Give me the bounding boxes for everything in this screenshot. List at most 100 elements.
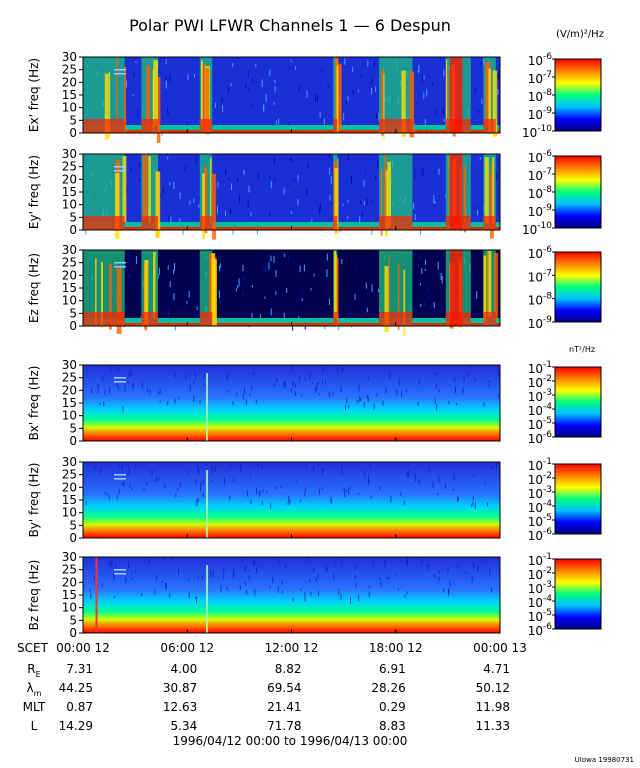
noise-speckle bbox=[228, 87, 230, 93]
marker-dash bbox=[114, 569, 126, 571]
emission-streak bbox=[116, 268, 122, 335]
noise-speckle bbox=[472, 501, 474, 507]
colorbar-tick-label: 10-6 bbox=[528, 622, 553, 638]
noise-speckle bbox=[376, 115, 378, 120]
noise-speckle bbox=[455, 386, 456, 393]
noise-speckle bbox=[245, 399, 247, 405]
noise-speckle bbox=[417, 402, 419, 406]
emission-streak bbox=[403, 269, 406, 336]
noise-speckle bbox=[470, 503, 472, 508]
emission-streak bbox=[397, 264, 400, 331]
noise-speckle bbox=[390, 495, 392, 503]
noise-speckle bbox=[232, 63, 234, 68]
noise-speckle bbox=[347, 216, 349, 219]
noise-speckle bbox=[177, 488, 179, 492]
noise-speckle bbox=[366, 307, 368, 313]
colorbar-tick-label: 10-8 bbox=[528, 185, 553, 201]
noise-speckle bbox=[188, 579, 190, 582]
colorbar-tick-label: 10-3 bbox=[528, 388, 552, 404]
spike-line bbox=[95, 557, 98, 633]
noise-speckle bbox=[274, 176, 276, 182]
noise-speckle bbox=[94, 464, 96, 470]
noise-speckle bbox=[318, 392, 320, 396]
noise-speckle bbox=[255, 399, 257, 404]
emission-streak bbox=[202, 173, 205, 240]
noise-speckle bbox=[143, 488, 145, 492]
noise-speckle bbox=[189, 200, 191, 205]
noise-speckle bbox=[432, 481, 434, 488]
noise-speckle bbox=[443, 118, 445, 122]
noise-speckle bbox=[497, 72, 499, 79]
colorbar-tick-label: 10-7 bbox=[528, 268, 552, 284]
noise-speckle bbox=[263, 104, 265, 112]
colorbar bbox=[554, 58, 602, 132]
noise-speckle bbox=[274, 86, 276, 92]
noise-speckle bbox=[252, 78, 254, 83]
noise-speckle bbox=[317, 573, 319, 579]
colorbar-tick-label: 10-3 bbox=[528, 485, 552, 501]
noise-speckle bbox=[195, 596, 197, 599]
noise-speckle bbox=[472, 495, 474, 501]
noise-speckle bbox=[220, 263, 222, 269]
noise-speckle bbox=[434, 397, 436, 405]
noise-speckle bbox=[376, 393, 378, 397]
noise-speckle bbox=[247, 71, 249, 77]
y-tick-label: 10 bbox=[62, 198, 77, 212]
noise-speckle bbox=[269, 175, 271, 178]
noise-speckle bbox=[365, 282, 367, 289]
noise-speckle bbox=[175, 322, 176, 331]
noise-speckle bbox=[139, 162, 141, 168]
noise-speckle bbox=[258, 173, 259, 179]
noise-speckle bbox=[269, 69, 271, 76]
emission-streak bbox=[336, 65, 339, 132]
noise-speckle bbox=[358, 594, 360, 602]
y-axis-label: Ex' freq (Hz) bbox=[27, 58, 41, 132]
noise-speckle bbox=[117, 385, 119, 391]
noise-speckle bbox=[168, 214, 170, 222]
noise-speckle bbox=[243, 394, 245, 400]
noise-speckle bbox=[162, 580, 164, 583]
noise-speckle bbox=[93, 576, 95, 581]
noise-speckle bbox=[91, 388, 93, 394]
noise-speckle bbox=[243, 274, 244, 282]
noise-speckle bbox=[233, 568, 235, 576]
y-tick-label: 15 bbox=[62, 88, 77, 102]
noise-speckle bbox=[311, 382, 313, 385]
emission-streak bbox=[336, 257, 339, 324]
noise-speckle bbox=[480, 62, 482, 66]
noise-speckle bbox=[407, 557, 408, 564]
noise-speckle bbox=[360, 397, 362, 402]
noise-speckle bbox=[125, 576, 127, 584]
marker-dash bbox=[114, 573, 126, 575]
noise-speckle bbox=[350, 597, 351, 605]
noise-speckle bbox=[326, 253, 328, 261]
noise-speckle bbox=[270, 503, 272, 509]
emission-streak bbox=[448, 156, 450, 223]
noise-speckle bbox=[214, 366, 216, 369]
emission-streak bbox=[108, 71, 111, 138]
noise-speckle bbox=[303, 264, 305, 272]
noise-speckle bbox=[270, 255, 272, 262]
y-tick-label: 25 bbox=[62, 468, 77, 482]
emission-streak bbox=[447, 67, 449, 134]
noise-speckle bbox=[188, 592, 190, 598]
emission-streak bbox=[381, 69, 384, 136]
noise-speckle bbox=[354, 574, 356, 579]
noise-speckle bbox=[330, 176, 332, 184]
colorbar-tick-label: 10-1 bbox=[528, 552, 552, 568]
noise-speckle bbox=[371, 200, 373, 203]
noise-speckle bbox=[368, 585, 370, 589]
y-tick-label: 5 bbox=[69, 113, 77, 127]
noise-speckle bbox=[97, 383, 99, 391]
colorbar-tick-label: 10-2 bbox=[528, 566, 552, 582]
noise-speckle bbox=[299, 266, 301, 273]
colorbar-tick-label: 10-3 bbox=[528, 580, 552, 596]
emission-burst-core bbox=[483, 216, 496, 230]
noise-speckle bbox=[97, 390, 98, 394]
emission-burst-core bbox=[199, 312, 213, 326]
colorbar-tick-label: 10-10 bbox=[522, 124, 552, 140]
noise-speckle bbox=[370, 495, 372, 499]
noise-speckle bbox=[359, 216, 361, 224]
y-tick-label: 25 bbox=[62, 563, 77, 577]
colorbar-tick-label: 10-6 bbox=[528, 52, 553, 68]
